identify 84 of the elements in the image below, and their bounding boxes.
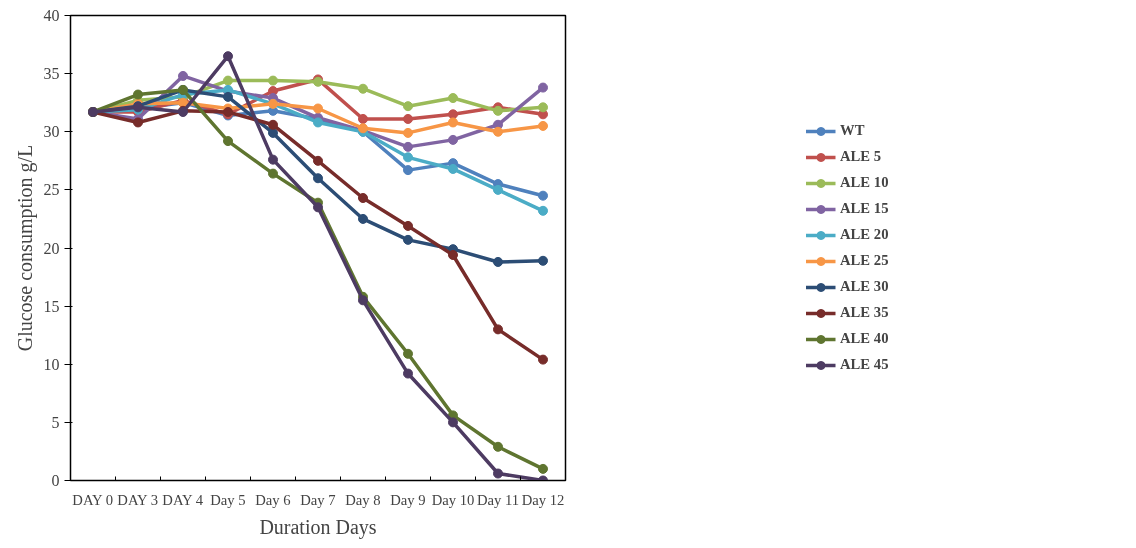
point bbox=[268, 154, 278, 165]
y-tick-label: 5 bbox=[51, 413, 60, 431]
point bbox=[538, 354, 548, 365]
point bbox=[448, 163, 458, 174]
point bbox=[403, 127, 413, 138]
point bbox=[403, 113, 413, 124]
point bbox=[223, 136, 233, 147]
point bbox=[448, 249, 458, 260]
x-tick-label: DAY 3 bbox=[117, 491, 159, 508]
point bbox=[538, 463, 548, 474]
y-tick-label: 20 bbox=[43, 239, 60, 257]
legend-label: ALE 5 bbox=[840, 147, 883, 166]
point bbox=[313, 173, 323, 184]
x-tick-label: Day 11 bbox=[476, 491, 520, 508]
x-tick-label: Day 10 bbox=[431, 491, 475, 508]
point bbox=[538, 205, 548, 216]
point bbox=[403, 234, 413, 245]
y-tick-label: 30 bbox=[43, 123, 60, 141]
point bbox=[313, 202, 323, 213]
y-tick-label: 0 bbox=[51, 472, 60, 489]
x-tick-label: DAY 4 bbox=[162, 491, 204, 508]
x-tick-label: Day 7 bbox=[300, 491, 336, 508]
point bbox=[268, 75, 278, 86]
point bbox=[223, 75, 233, 86]
point bbox=[223, 91, 233, 102]
point bbox=[448, 93, 458, 104]
point bbox=[358, 295, 368, 306]
point bbox=[358, 213, 368, 224]
x-tick-label: DAY 0 bbox=[72, 491, 114, 508]
x-tick-label: Day 6 bbox=[255, 491, 291, 508]
x-tick-label: Day 5 bbox=[210, 491, 246, 508]
point bbox=[403, 368, 413, 379]
point bbox=[448, 417, 458, 428]
point bbox=[268, 119, 278, 130]
point bbox=[358, 113, 368, 124]
y-tick-label: 10 bbox=[43, 355, 60, 373]
point bbox=[448, 134, 458, 145]
x-tick-label: Day 9 bbox=[390, 491, 426, 508]
point bbox=[493, 126, 503, 137]
point bbox=[493, 184, 503, 195]
legend-label: ALE 35 bbox=[840, 303, 890, 322]
x-axis-title: Duration Days bbox=[259, 515, 377, 539]
y-tick-label: 35 bbox=[43, 65, 60, 83]
legend-label: ALE 45 bbox=[840, 355, 890, 374]
point bbox=[178, 70, 188, 81]
point bbox=[223, 51, 233, 62]
x-tick-label: Day 12 bbox=[521, 491, 565, 508]
y-tick-label: 40 bbox=[43, 7, 60, 24]
point bbox=[448, 109, 458, 120]
point bbox=[493, 256, 503, 267]
y-tick-label: 15 bbox=[43, 297, 60, 315]
point bbox=[538, 82, 548, 93]
point bbox=[493, 441, 503, 452]
legend-label: ALE 15 bbox=[840, 199, 890, 218]
point bbox=[403, 101, 413, 112]
point bbox=[538, 120, 548, 131]
legend-label: ALE 30 bbox=[840, 277, 890, 296]
point bbox=[538, 255, 548, 266]
point bbox=[358, 83, 368, 94]
point bbox=[268, 168, 278, 179]
legend-label: ALE 10 bbox=[840, 173, 890, 192]
point bbox=[358, 193, 368, 203]
point bbox=[538, 102, 548, 113]
point bbox=[538, 190, 548, 201]
x-tick-label: Day 8 bbox=[345, 491, 381, 508]
point bbox=[133, 89, 143, 100]
point bbox=[403, 141, 413, 152]
legend-label: WT bbox=[840, 121, 866, 140]
point bbox=[403, 152, 413, 163]
point bbox=[403, 220, 413, 231]
y-tick-label: 25 bbox=[43, 181, 60, 199]
point bbox=[448, 117, 458, 128]
legend-label: ALE 40 bbox=[840, 329, 890, 348]
legend-label: ALE 25 bbox=[840, 251, 890, 270]
point bbox=[493, 324, 503, 335]
point bbox=[403, 165, 413, 176]
point bbox=[313, 155, 323, 166]
point bbox=[493, 468, 503, 479]
point bbox=[403, 348, 413, 359]
legend-label: ALE 20 bbox=[840, 225, 890, 244]
point bbox=[313, 103, 323, 114]
y-axis-title: Glucose consumption g/L bbox=[13, 144, 37, 352]
point bbox=[133, 117, 143, 128]
point bbox=[313, 117, 323, 128]
